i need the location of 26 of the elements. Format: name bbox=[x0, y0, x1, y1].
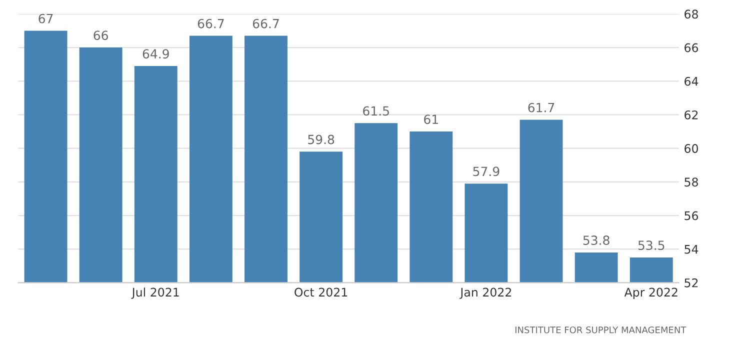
data-label: 61 bbox=[424, 114, 438, 124]
y-tick-label: 60 bbox=[684, 144, 698, 153]
y-tick-label: 58 bbox=[684, 178, 698, 187]
data-label: 66.7 bbox=[198, 18, 224, 28]
text: INSTITUTE FOR SUPPLY MANAGEMENT bbox=[515, 326, 686, 334]
data-label: 57.9 bbox=[473, 166, 500, 176]
data-label: 61.7 bbox=[528, 102, 554, 112]
x-tick-label: Jan 2022 bbox=[460, 288, 512, 299]
data-label: 67 bbox=[38, 14, 53, 24]
y-tick-label: 62 bbox=[684, 110, 698, 120]
x-tick-label: Jul 2021 bbox=[131, 288, 179, 299]
y-tick-label: 64 bbox=[684, 76, 698, 86]
y-tick-label: 56 bbox=[684, 211, 698, 220]
y-tick-label: 68 bbox=[684, 10, 698, 19]
data-label: 53.8 bbox=[583, 236, 610, 245]
y-tick-label: 66 bbox=[684, 43, 698, 52]
data-label: 53.5 bbox=[638, 240, 664, 250]
x-tick-label: Oct 2021 bbox=[294, 288, 348, 297]
data-label: 61.5 bbox=[363, 106, 389, 116]
data-label: 59.8 bbox=[308, 134, 334, 144]
x-tick-label: Apr 2022 bbox=[624, 288, 678, 299]
y-tick-label: 54 bbox=[684, 244, 698, 254]
data-label: 66.7 bbox=[252, 18, 279, 28]
y-tick-label: 52 bbox=[684, 278, 698, 288]
data-label: 64.9 bbox=[142, 49, 169, 59]
data-label: 66 bbox=[94, 30, 108, 40]
